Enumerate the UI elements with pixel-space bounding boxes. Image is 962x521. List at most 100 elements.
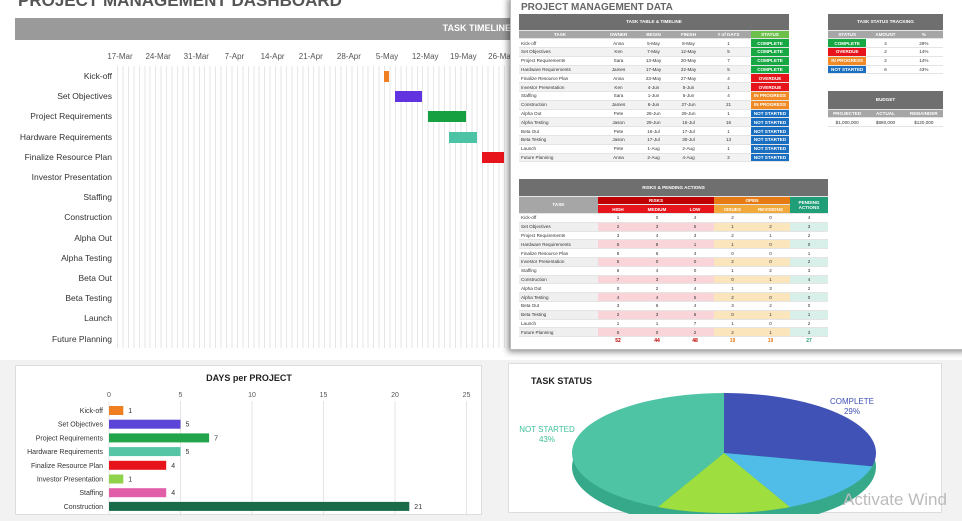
risk-value-cell: 3 [638, 222, 676, 232]
task-row: Staffing Sara 1-Jun 5-Jun 4 IN PROGRESS [519, 91, 789, 101]
pie-slice[interactable] [724, 393, 876, 467]
risk-value-cell: 1 [751, 327, 790, 338]
bar[interactable] [109, 447, 181, 457]
bar-value-label: 7 [214, 435, 218, 442]
chart-title: DAYS per PROJECT [206, 373, 292, 383]
risk-value-cell: 2 [714, 257, 751, 267]
gantt-task-label: Hardware Requirements [19, 131, 112, 142]
bar[interactable] [109, 488, 167, 498]
pie-slice[interactable] [657, 453, 790, 513]
pie-slice[interactable] [572, 393, 725, 508]
risk-row: Kick-off 1 0 4 2 0 4 [519, 213, 829, 223]
bar[interactable] [109, 501, 410, 511]
status-badge: IN PROGRESS [751, 91, 789, 101]
risk-value-cell: 6 [638, 248, 676, 259]
task-task-cell: Construction [519, 100, 601, 110]
status-percent: 14% [904, 47, 943, 57]
risk-value-cell: 1 [638, 319, 676, 329]
status-percent: 14% [904, 56, 943, 66]
bar[interactable] [109, 460, 167, 470]
column-header[interactable]: BEGIN [636, 30, 671, 40]
status-tracking-title: TASK STATUS TRACKING [828, 14, 943, 31]
task-finish-cell: 5-Jun [671, 82, 706, 93]
risk-value-cell: 2 [751, 266, 790, 276]
task-finish-cell: 27-Jun [671, 100, 706, 110]
budget-value: $880,000 [866, 117, 905, 128]
risk-task-cell: Beta Out [519, 301, 598, 311]
risk-value-cell: 4 [790, 213, 829, 223]
task-begin-cell: 2-Aug [636, 153, 671, 163]
budget-table: BUDGET PROJECTED ACTUAL REMAINDER $1,000,000… [828, 91, 943, 128]
x-tick-label: 0 [107, 392, 111, 399]
gantt-bar[interactable] [427, 111, 466, 123]
timeline-date: 17-Mar [107, 52, 133, 61]
task-finish-cell: 4-Aug [671, 153, 706, 163]
bar[interactable] [109, 433, 210, 443]
task-finish-cell: 29-Jun [671, 109, 706, 119]
risk-value-cell: 4 [676, 283, 714, 294]
gantt-bar[interactable] [394, 91, 423, 103]
risk-value-cell: 7 [598, 275, 638, 285]
task-begin-cell: 6-Jun [636, 100, 671, 110]
bar[interactable] [109, 406, 124, 415]
risk-value-cell: 0 [638, 257, 676, 267]
task-days-cell: 2 [706, 153, 751, 163]
panel-title: PROJECT MANAGEMENT DATA [521, 2, 673, 13]
risk-row: Launch 1 1 7 1 0 2 [519, 319, 829, 329]
column-header[interactable]: STATUS [751, 30, 789, 40]
column-header[interactable]: # of DAYS [706, 30, 751, 40]
status-amount: 2 [866, 47, 905, 57]
risk-value-cell: 6 [598, 266, 638, 276]
x-tick-label: 15 [320, 392, 328, 399]
task-row: Future Planning Anna 2-Aug 4-Aug 2 NOT STARTE… [519, 153, 789, 163]
status-row: COMPLETE 4 29% [828, 38, 943, 49]
column-header[interactable]: TASK [519, 30, 601, 40]
task-owner-cell: James [601, 65, 636, 75]
task-task-cell: Hardware Requirements [519, 65, 601, 75]
timeline-date: 14-Apr [260, 52, 285, 61]
task-task-cell: Beta Testing [519, 135, 601, 145]
task-task-cell: Investor Presentation [519, 82, 601, 93]
column-header[interactable]: OWNER [601, 30, 636, 40]
column-header[interactable]: FINISH [671, 30, 706, 40]
risk-value-cell: 1 [598, 319, 638, 329]
risk-value-cell: 3 [676, 275, 714, 285]
gantt-bar[interactable] [449, 131, 477, 143]
risk-value-cell: 6 [676, 310, 714, 320]
risk-task-cell: Beta Testing [519, 310, 598, 320]
task-begin-cell: 1-Aug [636, 144, 671, 154]
bar[interactable] [109, 474, 124, 484]
risk-row: Hardware Requirements 5 8 1 1 0 0 [519, 239, 829, 250]
pie-slice[interactable] [724, 453, 873, 508]
timeline-date: 7-Apr [224, 52, 245, 61]
bar[interactable] [109, 419, 181, 429]
risk-value-cell: 4 [598, 292, 638, 303]
risk-value-cell: 3 [638, 275, 676, 285]
status-badge: COMPLETE [751, 56, 789, 66]
task-owner-cell: Jason [601, 117, 636, 128]
risk-value-cell: 0 [638, 213, 676, 223]
task-days-cell: 1 [706, 38, 751, 49]
y-category-label: Set Objectives [58, 422, 104, 429]
timeline-date: 26-May [488, 52, 515, 61]
task-begin-cell: 16-Jul [636, 126, 671, 137]
status-badge: NOT STARTED [751, 144, 789, 154]
risks-group-header: RISKS [598, 196, 714, 206]
task-begin-cell: 4-Jun [636, 82, 671, 93]
risk-value-cell: 2 [676, 327, 714, 338]
task-days-cell: 16 [706, 117, 751, 128]
task-row: Hardware Requirements James 17-May 22-May 5 C… [519, 65, 789, 75]
risk-value-cell: 2 [598, 310, 638, 320]
y-category-label: Hardware Requirements [27, 449, 103, 456]
risk-value-cell: 8 [598, 248, 638, 259]
task-begin-cell: 28-Jun [636, 109, 671, 119]
gantt-bar[interactable] [384, 71, 390, 82]
budget-title: BUDGET [828, 91, 943, 110]
risk-value-cell: 0 [751, 257, 790, 267]
pie-label: COMPLETE [830, 397, 874, 406]
risk-value-cell: 1 [751, 310, 790, 320]
gantt-bar[interactable] [482, 151, 504, 163]
task-owner-cell: Anna [601, 73, 636, 84]
